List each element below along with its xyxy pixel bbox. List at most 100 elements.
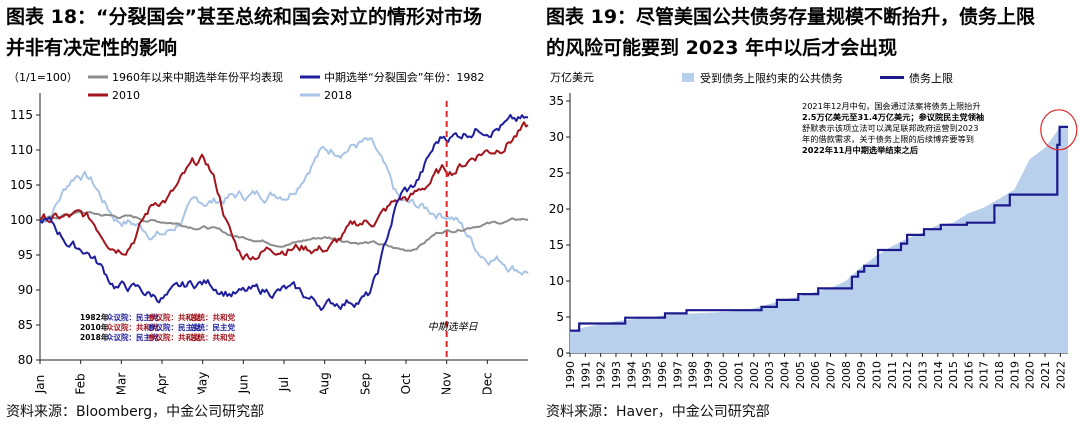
y-tick-label: 0 [556, 346, 564, 360]
annotation-line: 舒默表示该项立法可以满足联邦政府运营到2023 [802, 123, 978, 133]
x-tick-label: 2003 [763, 361, 776, 389]
x-tick-label: 2001 [733, 361, 746, 389]
right-panel-title: 图表 19：尽管美国公共债务存量规模不断抬升，债务上限 的风险可能要到 2023… [546, 2, 1076, 64]
x-tick-label: Sep [358, 373, 372, 394]
y-tick-label: 95 [18, 248, 33, 262]
x-tick-label: 2014 [932, 361, 945, 389]
x-tick-label: 2011 [886, 361, 899, 389]
legend-label: 中期选举“分裂国会”年份：1982 [324, 70, 484, 84]
unit-label: （1/1=100） [8, 71, 78, 84]
x-tick-label: 2018 [993, 361, 1006, 389]
x-tick-label: 2013 [916, 361, 929, 389]
series-line-2 [39, 121, 529, 261]
y-tick-label: 100 [10, 213, 33, 227]
y-tick-label: 115 [10, 108, 33, 122]
x-tick-label: 2015 [947, 361, 960, 389]
annotation-line: 2022年11月中期选举结束之后 [802, 145, 918, 155]
y-tick-label: 25 [549, 166, 564, 180]
x-tick-label: 1994 [625, 361, 638, 389]
annotation-item: 参议院：共和党 [148, 312, 201, 322]
x-tick-label: 1996 [656, 361, 669, 389]
y-tick-label: 90 [18, 283, 33, 297]
x-tick-label: 2017 [978, 361, 991, 389]
annotation-item: 众议院：民主党 [106, 332, 159, 342]
x-tick-label: Jul [277, 377, 291, 392]
x-tick-label: May [196, 372, 210, 394]
x-tick-label: 2004 [779, 361, 792, 389]
x-tick-label: 2022 [1054, 361, 1067, 389]
legend-label: 债务上限 [909, 71, 953, 85]
annotation-year: 2010年 [80, 322, 109, 332]
x-tick-label: 2010 [870, 361, 883, 389]
x-tick-label: 2009 [855, 361, 868, 389]
y-tick-label: 20 [549, 202, 564, 216]
x-tick-label: 2005 [794, 361, 807, 389]
unit-label: 万亿美元 [550, 71, 594, 84]
x-tick-label: 2008 [840, 361, 853, 389]
x-tick-label: 1992 [595, 361, 608, 389]
x-tick-label: 1995 [641, 361, 654, 389]
midterm-election-label: 中期选举日 [428, 321, 479, 333]
annotation-line: 2021年12月中旬，国会通过法案将债务上限抬升 [802, 101, 981, 111]
y-tick-label: 80 [18, 353, 33, 367]
annotation-line: 2.5万亿美元至31.4万亿美元；参议院民主党领袖 [802, 112, 984, 123]
x-tick-label: Apr [155, 374, 169, 394]
x-tick-label: Oct [399, 373, 413, 394]
left-title-line2: 并非有决定性的影响 [6, 37, 178, 59]
annotation-year: 2018年 [80, 332, 109, 342]
y-tick-label: 85 [18, 318, 33, 332]
x-tick-label: Nov [440, 372, 454, 394]
annotation-line: 年的借款需求，关于债务上限的后续博弈要等到 [802, 134, 974, 144]
legend-label: 受到债务上限约束的公共债务 [700, 71, 843, 85]
left-source-note: 资料来源：Bloomberg，中金公司研究部 [6, 404, 265, 420]
x-tick-label: 2016 [962, 361, 975, 389]
x-tick-label: 1998 [687, 361, 700, 389]
y-tick-label: 110 [10, 143, 33, 157]
right-title-line1: 图表 19：尽管美国公共债务存量规模不断抬升，债务上限 [546, 6, 1036, 28]
x-tick-label: 2020 [1024, 361, 1037, 389]
highlight-circle [1040, 109, 1078, 151]
y-tick-label: 30 [549, 130, 564, 144]
legend-swatch-area [682, 73, 694, 82]
legend-label: 2018 [324, 89, 352, 102]
x-tick-label: 2007 [824, 361, 837, 389]
legend-label: 1960年以来中期选举年份平均表现 [112, 70, 283, 84]
annotation-item: 众议院：共和党 [106, 322, 159, 332]
y-tick-label: 5 [556, 310, 564, 324]
annotation-item: 众议院：民主党 [106, 312, 159, 322]
annotation-year: 1982年 [80, 312, 109, 322]
x-tick-label: 1993 [610, 361, 623, 389]
x-tick-label: 2012 [901, 361, 914, 389]
x-tick-label: 1990 [564, 361, 577, 389]
annotation-item: 参议院：共和党 [148, 332, 201, 342]
y-tick-label: 10 [549, 274, 564, 288]
x-tick-label: Dec [480, 372, 494, 394]
x-tick-label: Jan [33, 375, 47, 394]
series-line-1 [39, 113, 529, 311]
left-title-line1: 图表 18：“分裂国会”甚至总统和国会对立的情形对市场 [6, 6, 483, 28]
x-tick-label: 2006 [809, 361, 822, 389]
debt-ceiling-step-line [570, 125, 1068, 332]
y-tick-label: 105 [10, 178, 33, 192]
public-debt-area [570, 126, 1068, 354]
x-tick-label: 1999 [702, 361, 715, 389]
legend-label: 2010 [112, 89, 140, 102]
left-panel-title: 图表 18：“分裂国会”甚至总统和国会对立的情形对市场 并非有决定性的影响 [6, 2, 536, 64]
y-tick-label: 15 [549, 238, 564, 252]
annotation-item: 参议院：民主党 [148, 322, 201, 332]
y-tick-label: 35 [549, 94, 564, 108]
x-tick-label: Aug [318, 372, 332, 394]
x-tick-label: 2002 [748, 361, 761, 389]
x-tick-label: 1997 [671, 361, 684, 389]
x-tick-label: 2000 [717, 361, 730, 389]
market-performance-line-chart: 80 85 90 95 100 105 110 115 Jan Feb Mar Apr May Jun Ju… [8, 70, 529, 394]
x-tick-label: 2021 [1039, 361, 1052, 389]
right-source-note: 资料来源：Haver，中金公司研究部 [546, 404, 770, 420]
x-tick-label: 2019 [1008, 361, 1021, 389]
annotation-item: 总统：共和党 [190, 312, 235, 322]
annotation-item: 总统：共和党 [190, 332, 235, 342]
series-line-0 [39, 210, 529, 252]
x-tick-label: 1991 [579, 361, 592, 389]
right-title-line2: 的风险可能要到 2023 年中以后才会出现 [546, 37, 898, 59]
